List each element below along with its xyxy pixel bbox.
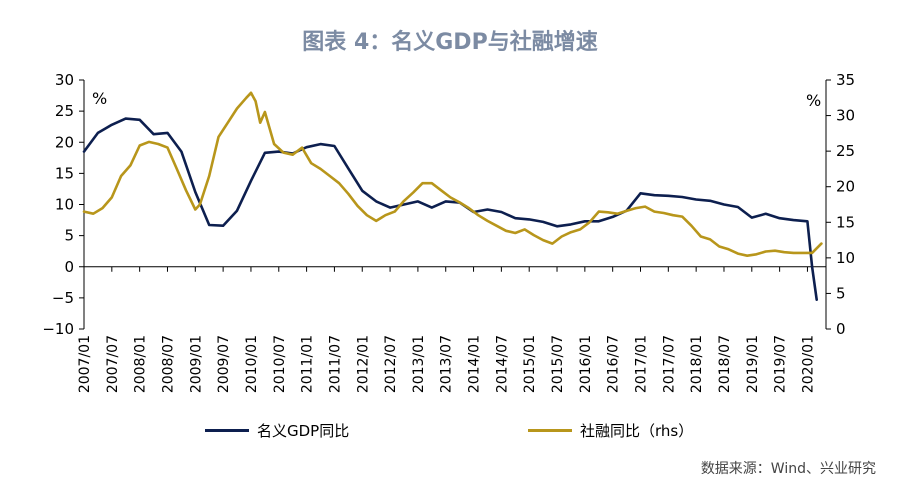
x-tick-label: 2013/07 [439, 335, 455, 393]
chart-svg: 30 25 20 15 10 5 0 −5 −10 35 30 25 20 15 10 5 0% % 2007/01… [42, 71, 855, 393]
x-tick-label: 2007/07 [105, 335, 121, 393]
left-tick-label: −5 [52, 289, 74, 307]
legend-item-gdp: 名义GDP同比 [205, 420, 349, 441]
source-note: 数据来源：Wind、兴业研究 [700, 461, 876, 477]
right-tick-label: 10 [836, 249, 855, 267]
left-tick-label: 25 [55, 102, 74, 120]
right-unit-label: % [806, 91, 821, 110]
right-tick-label: 25 [836, 142, 855, 160]
left-tick-label: 10 [55, 196, 74, 214]
x-tick-label: 2010/01 [244, 335, 260, 393]
x-tick-label: 2012/01 [355, 335, 371, 393]
right-tick-label: 30 [836, 107, 855, 125]
x-tick-label: 2018/01 [689, 335, 705, 393]
left-tick-label: 5 [64, 227, 74, 245]
right-tick-label: 20 [836, 178, 855, 196]
legend-label-gdp: 名义GDP同比 [257, 422, 350, 440]
x-tick-label: 2014/01 [467, 335, 483, 393]
x-tick-label: 2019/01 [745, 335, 761, 393]
x-tick-label: 2017/01 [634, 335, 650, 393]
x-tick-label: 2011/01 [300, 335, 316, 393]
legend-label-tsf: 社融同比（rhs） [580, 422, 694, 440]
right-tick-label: 0 [836, 320, 846, 338]
left-tick-label: −10 [42, 320, 74, 338]
series-line-tsf [82, 91, 823, 257]
x-tick-label: 2016/07 [606, 335, 622, 393]
right-tick-label: 15 [836, 213, 855, 231]
x-tick-label: 2013/01 [411, 335, 427, 393]
legend: 名义GDP同比 社融同比（rhs） [0, 420, 900, 444]
x-tick-label: 2007/01 [77, 335, 93, 393]
x-tick-label: 2008/07 [160, 335, 176, 393]
x-tick-label: 2014/07 [494, 335, 510, 393]
chart-title: 图表 4：名义GDP与社融增速 [302, 30, 598, 55]
left-tick-label: 20 [55, 133, 74, 151]
x-tick-label: 2009/07 [216, 335, 232, 393]
x-tick-label: 2011/07 [327, 335, 343, 393]
x-tick-label: 2012/07 [383, 335, 399, 393]
legend-swatch-tsf [528, 429, 572, 432]
left-tick-label: 30 [55, 71, 74, 89]
x-tick-label: 2017/07 [661, 335, 677, 393]
x-tick-label: 2018/07 [717, 335, 733, 393]
x-tick-label: 2016/01 [578, 335, 594, 393]
right-tick-label: 35 [836, 71, 855, 89]
x-tick-label: 2010/07 [272, 335, 288, 393]
legend-swatch-gdp [205, 429, 249, 432]
x-tick-label: 2015/01 [522, 335, 538, 393]
left-tick-label: 0 [64, 258, 74, 276]
left-unit-label: % [92, 89, 107, 108]
x-tick-label: 2009/01 [188, 335, 204, 393]
right-tick-label: 5 [836, 284, 846, 302]
x-tick-label: 2019/07 [773, 335, 789, 393]
left-tick-label: 15 [55, 164, 74, 182]
legend-item-tsf: 社融同比（rhs） [528, 420, 693, 441]
x-tick-label: 2015/07 [550, 335, 566, 393]
x-tick-label: 2020/01 [800, 335, 816, 393]
x-tick-label: 2008/01 [133, 335, 149, 393]
